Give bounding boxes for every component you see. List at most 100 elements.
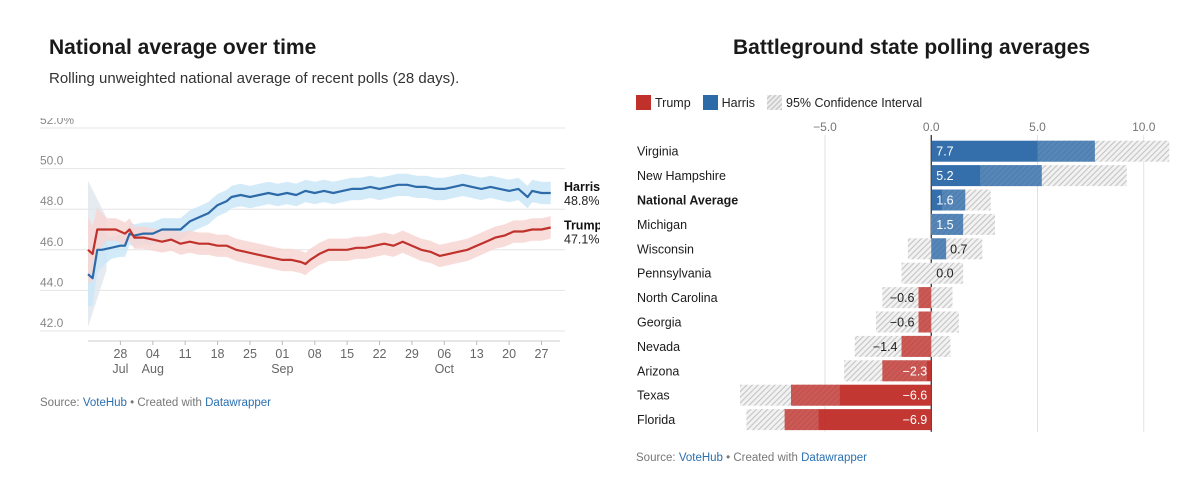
ci-overlap-on-bar — [901, 335, 932, 357]
x-tick-label: 18 — [211, 347, 225, 361]
value-label: 7.7 — [936, 145, 953, 159]
y-tick-label: 46.0 — [40, 235, 64, 249]
category-label: Texas — [637, 389, 670, 403]
national-chart-subtitle: Rolling unweighted national average of r… — [49, 70, 460, 87]
legend-harris: Harris — [702, 95, 755, 110]
x-tick-label: 27 — [535, 347, 549, 361]
value-label: 0.0 — [936, 267, 953, 281]
battleground-panel: Battleground state polling averages Trum… — [600, 0, 1200, 483]
ci-overlap-on-bar — [784, 409, 819, 431]
national-chart-title: National average over time — [49, 36, 317, 59]
x-tick-month-label: Aug — [142, 362, 164, 376]
legend-trump: Trump — [636, 95, 691, 110]
source-prefix: Source: — [40, 397, 83, 409]
datawrapper-link[interactable]: Datawrapper — [801, 452, 867, 464]
value-label: −1.4 — [873, 340, 898, 354]
x-tick-label: 5.0 — [1029, 120, 1046, 134]
category-label: Nevada — [637, 340, 680, 354]
harris-end-value: 48.8% — [564, 194, 599, 208]
x-tick-label: 11 — [179, 347, 192, 361]
x-tick-label: 20 — [502, 347, 516, 361]
trump-swatch — [636, 95, 651, 110]
ci-swatch — [767, 95, 782, 110]
votehub-link[interactable]: VoteHub — [82, 397, 127, 409]
x-tick-label: 04 — [146, 347, 160, 361]
value-bar — [784, 409, 932, 431]
category-label: New Hampshire — [637, 169, 726, 183]
x-tick-label: 10.0 — [1132, 120, 1156, 134]
harris-swatch — [702, 95, 718, 110]
value-label: −0.6 — [890, 316, 915, 330]
ci-overlap-on-bar — [1037, 140, 1095, 162]
category-label: National Average — [637, 194, 738, 208]
battleground-source-line: Source: VoteHub • Created with Datawrapp… — [636, 452, 867, 464]
category-label: North Carolina — [637, 291, 718, 305]
category-label: Arizona — [637, 364, 679, 378]
x-tick-label: 01 — [275, 347, 289, 361]
category-label: Florida — [637, 413, 675, 427]
national-source-line: Source: VoteHub • Created with Datawrapp… — [40, 397, 271, 409]
harris-series-line — [87, 183, 551, 280]
x-tick-label: 06 — [437, 347, 451, 361]
y-tick-label: 42.0 — [40, 316, 64, 330]
battleground-legend: Trump Harris 95% Confidence Interval — [636, 95, 934, 110]
y-tick-label: 50.0 — [40, 154, 64, 168]
x-tick-label: 25 — [243, 347, 257, 361]
x-tick-label: 08 — [308, 347, 322, 361]
trump-confidence-band — [88, 207, 551, 283]
category-label: Georgia — [637, 316, 682, 330]
battleground-chart-title: Battleground state polling averages — [733, 36, 1091, 59]
legend-harris-label: Harris — [721, 95, 755, 110]
y-tick-label: 44.0 — [40, 275, 64, 289]
ci-overlap-on-bar — [931, 238, 947, 260]
battleground-bar-chart: −5.0 0.0 5.0 10.0 Virginia 7.7 New Hampshire 5.… — [637, 120, 1170, 432]
confidence-interval-bar — [876, 311, 959, 333]
harris-end-label: Harris — [564, 180, 600, 194]
confidence-interval-bar — [901, 262, 964, 284]
value-label: −0.6 — [890, 291, 915, 305]
x-tick-month-label: Oct — [435, 362, 455, 376]
x-tick-label: −5.0 — [813, 120, 837, 134]
national-average-panel: National average over time Rolling unwei… — [40, 36, 600, 409]
value-label: 1.5 — [936, 218, 953, 232]
datawrapper-link[interactable]: Datawrapper — [205, 397, 271, 409]
value-label: 0.7 — [950, 242, 967, 256]
harris-confidence-band — [88, 173, 551, 307]
x-tick-label: 22 — [373, 347, 387, 361]
source-prefix: Source: — [636, 452, 679, 464]
category-label: Pennsylvania — [637, 267, 711, 281]
legend-ci: 95% Confidence Interval — [767, 95, 922, 110]
confidence-interval-bar — [882, 287, 953, 309]
ci-overlap-on-bar — [918, 311, 932, 333]
value-label: 1.6 — [936, 194, 953, 208]
value-label: −6.6 — [903, 389, 928, 403]
category-label: Michigan — [637, 218, 687, 232]
ci-overlap-on-bar — [980, 165, 1042, 187]
trump-end-value: 47.1% — [564, 232, 599, 246]
ci-overlap-on-bar — [791, 384, 840, 406]
ci-overlap-on-bar — [882, 360, 927, 382]
ci-overlap-on-bar — [931, 213, 964, 235]
source-middle: • Created with — [126, 397, 206, 409]
x-tick-label: 15 — [340, 347, 354, 361]
y-tick-label: 48.0 — [40, 194, 64, 208]
legend-trump-label: Trump — [655, 95, 691, 110]
category-label: Wisconsin — [637, 242, 694, 256]
trump-end-label: Trump — [564, 218, 600, 232]
source-middle: • Created with — [722, 452, 802, 464]
x-tick-month-label: Jul — [112, 362, 128, 376]
x-tick-label: 28 — [113, 347, 127, 361]
legend-ci-label: 95% Confidence Interval — [786, 95, 923, 110]
value-label: −2.3 — [903, 364, 928, 378]
value-label: 5.2 — [936, 169, 953, 183]
ci-overlap-on-bar — [918, 287, 932, 309]
votehub-link[interactable]: VoteHub — [678, 452, 723, 464]
x-tick-label: 13 — [470, 347, 484, 361]
x-tick-label: 0.0 — [923, 120, 940, 134]
value-label: −6.9 — [903, 413, 928, 427]
x-tick-label: 29 — [405, 347, 419, 361]
ci-overlap-on-bar — [941, 189, 966, 211]
category-label: Virginia — [637, 145, 679, 159]
y-tick-label: 52.0% — [40, 118, 74, 127]
